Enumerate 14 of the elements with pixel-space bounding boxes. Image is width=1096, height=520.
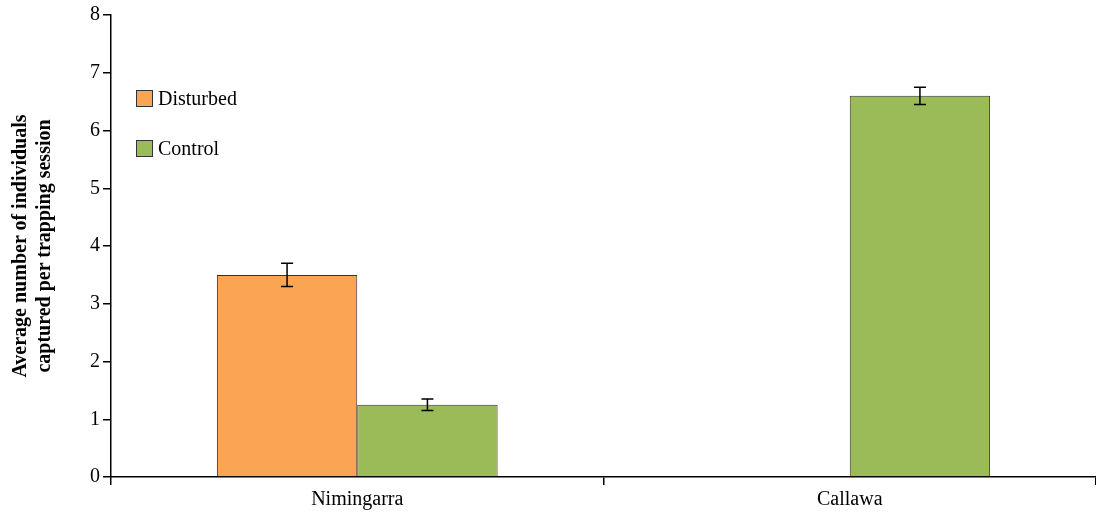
y-tick-label: 7	[90, 60, 100, 82]
x-tick-label: Nimingarra	[311, 487, 404, 511]
y-tick-label: 3	[90, 291, 100, 313]
y-tick-label: 6	[90, 117, 100, 140]
y-tick-label: 4	[90, 233, 100, 256]
legend-label: Control	[158, 136, 220, 160]
y-tick-label: 8	[90, 2, 100, 25]
y-tick-label: 0	[90, 464, 100, 487]
y-axis-title: Average number of individuals captured per trapping session	[8, 114, 56, 378]
y-tick-label: 1	[90, 406, 100, 429]
y-tick-label: 5	[90, 175, 100, 198]
legend-label: Disturbed	[158, 86, 237, 110]
y-tick-label: 2	[90, 348, 100, 371]
x-tick-label: Callawa	[816, 487, 883, 510]
